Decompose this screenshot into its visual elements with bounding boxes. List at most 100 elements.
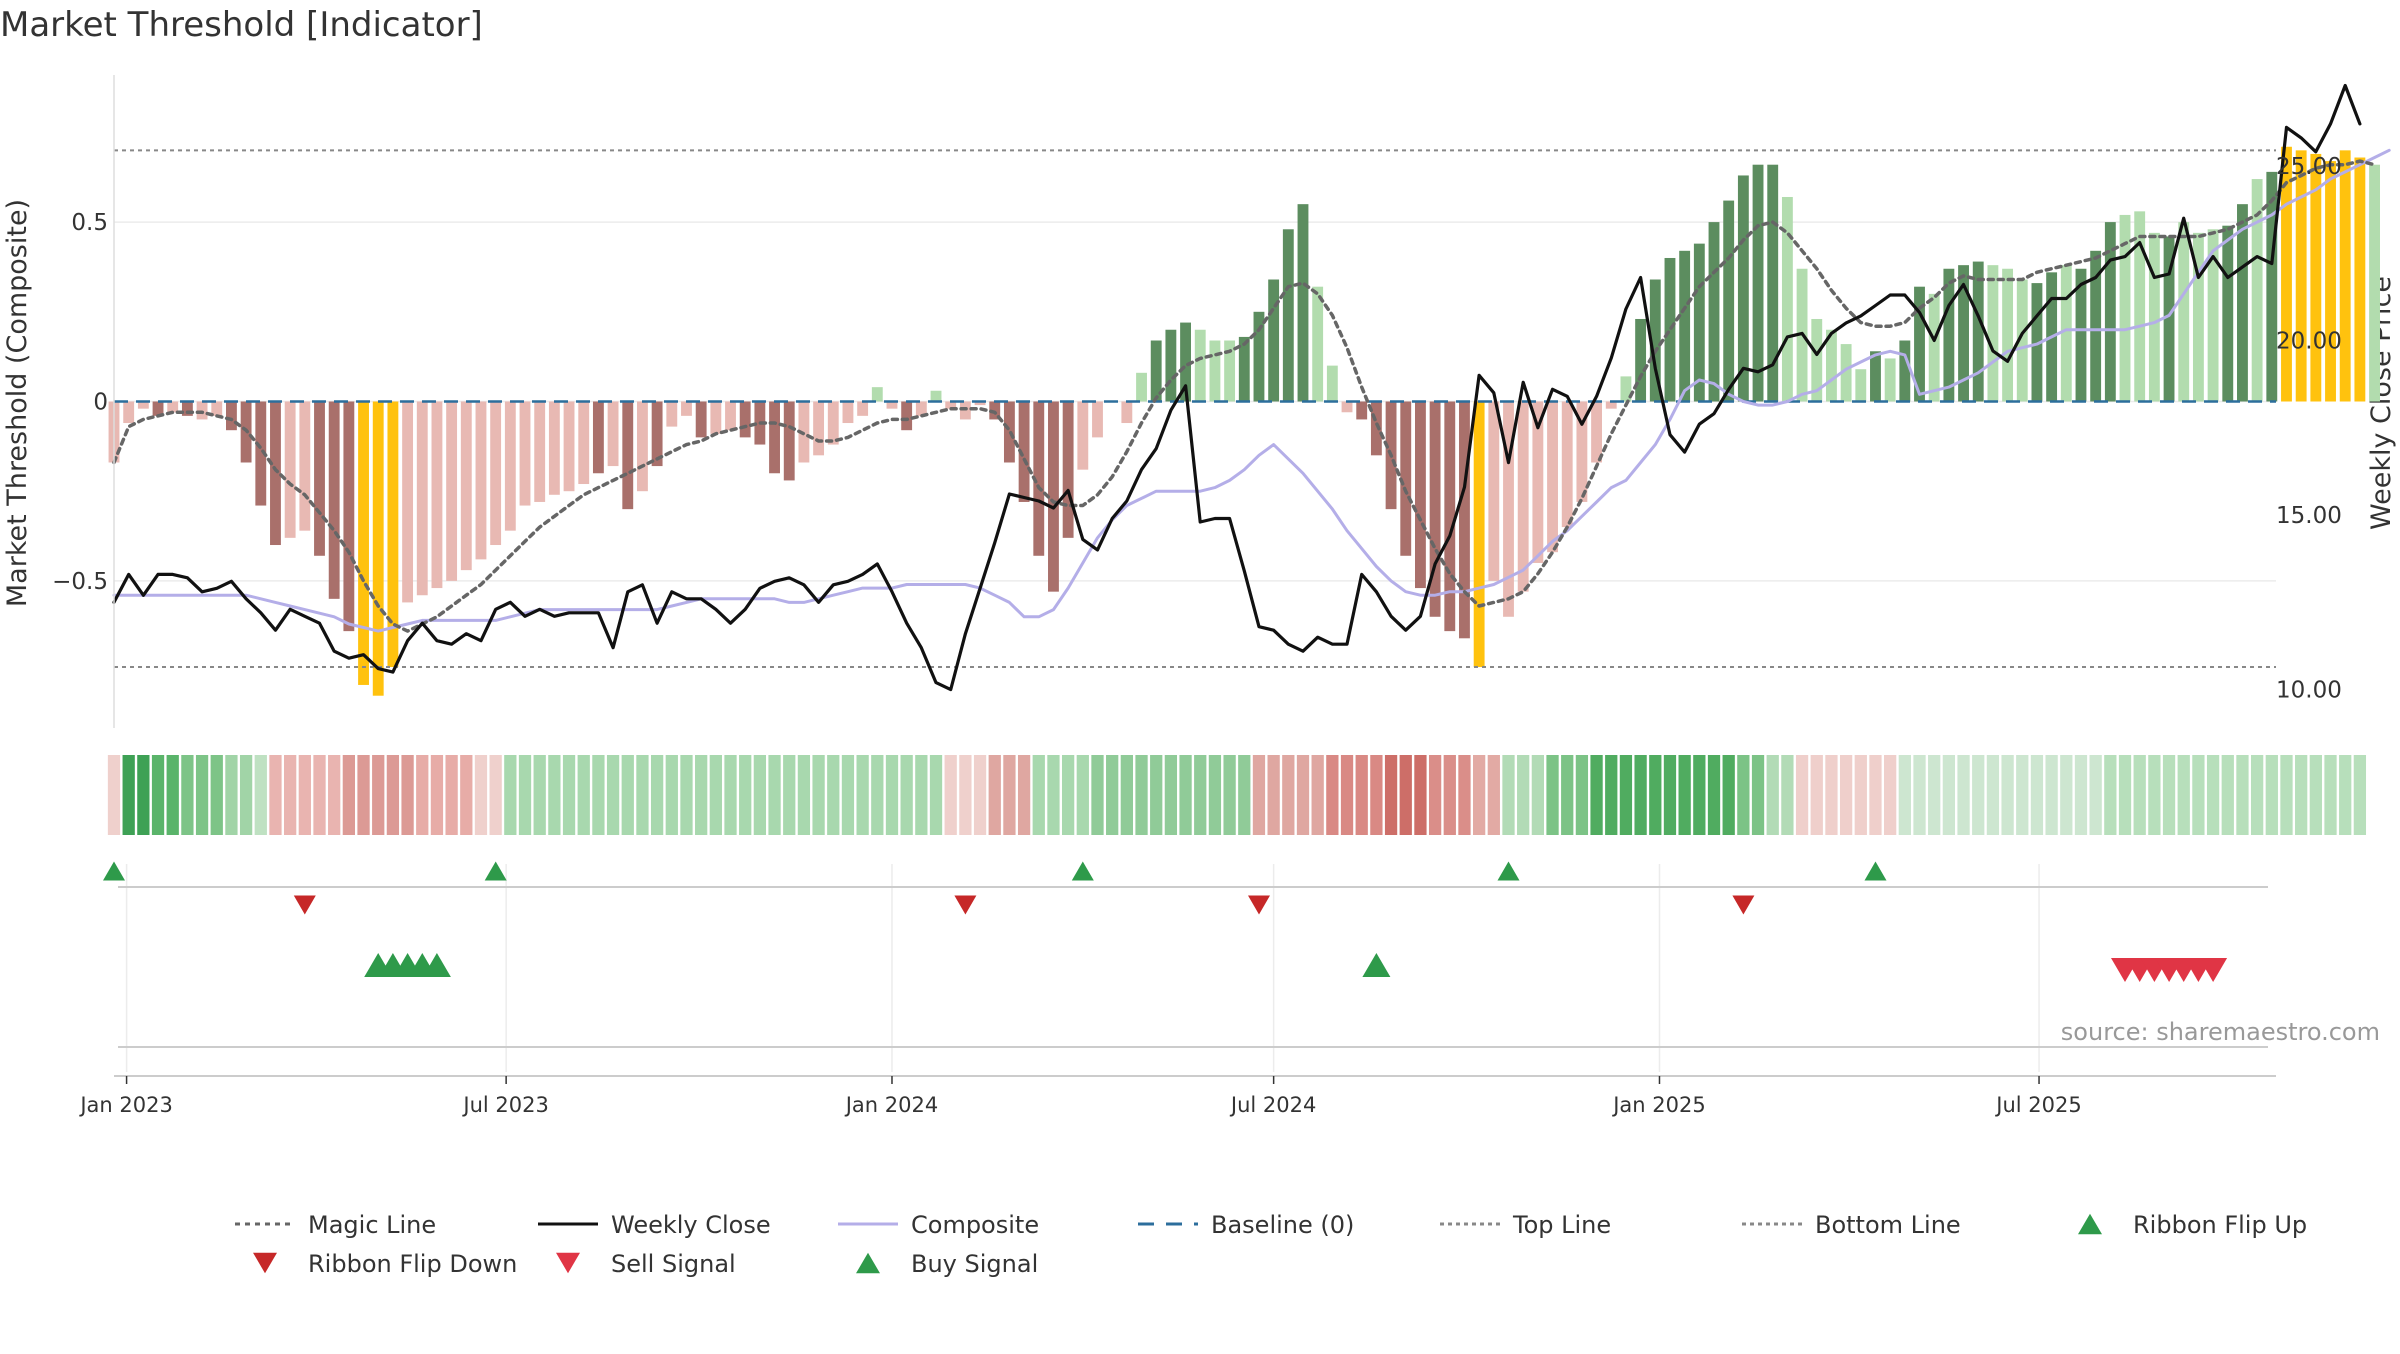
composite-bar [2192, 232, 2204, 402]
ribbon-cell [1942, 755, 1956, 835]
ribbon-cell [2236, 755, 2249, 835]
ribbon-cell [929, 755, 943, 835]
composite-bar [563, 401, 575, 492]
composite-bar [2090, 250, 2102, 402]
ribbon-cell [1164, 755, 1178, 835]
legend-swatch [2078, 1213, 2102, 1235]
composite-bar [2339, 150, 2351, 402]
ribbon-cell [372, 755, 385, 835]
composite-bar [1165, 329, 1177, 402]
composite-bar [1238, 336, 1250, 402]
composite-bar [1459, 401, 1470, 639]
ribbon-cell [797, 755, 811, 835]
ribbon-cell [1649, 755, 1662, 835]
composite-bar [196, 401, 208, 420]
ribbon-cell [2280, 755, 2293, 835]
ribbon-cell [636, 755, 649, 835]
ribbon-cell [107, 755, 121, 835]
ribbon-flip-up-marker [1497, 861, 1520, 881]
ribbon-cell [1722, 755, 1735, 835]
composite-bar [1914, 286, 1925, 402]
composite-bar [2031, 283, 2043, 402]
composite-bar [739, 401, 751, 438]
ribbon-cell [915, 755, 928, 835]
ribbon-cell [1517, 755, 1530, 835]
ribbon-cell [357, 755, 370, 835]
y-tick-label: −0.5 [52, 569, 108, 595]
composite-bar [915, 401, 927, 416]
composite-bar [974, 401, 986, 406]
composite-bar [2148, 232, 2160, 402]
ribbon-cell [841, 755, 855, 835]
ribbon-cell [1150, 755, 1163, 835]
y-tick-label: 0 [93, 390, 108, 416]
ribbon-cell [739, 755, 752, 835]
composite-bar [343, 401, 355, 632]
composite-bar [637, 401, 648, 492]
composite-bar [1826, 329, 1837, 402]
ribbon-cell [137, 755, 150, 835]
ribbon-cell [1928, 755, 1941, 835]
composite-bar [695, 401, 707, 438]
composite-bar [1253, 311, 1265, 402]
ribbon-cell [401, 755, 414, 835]
composite-bar [725, 401, 736, 431]
composite-bar [2310, 153, 2322, 402]
ribbon-cell [2001, 755, 2014, 835]
ribbon-cell [1546, 755, 1559, 835]
composite-bar [2002, 268, 2014, 402]
composite-bar [1136, 372, 1147, 402]
composite-bar [1737, 175, 1749, 402]
ribbon-cell [1032, 755, 1045, 835]
composite-bar [1708, 222, 1720, 402]
ribbon-cell [606, 755, 620, 835]
ribbon-cell [2192, 755, 2205, 835]
ribbon-cell [1414, 755, 1427, 835]
ribbon-cell [151, 755, 165, 835]
ribbon-cell [1693, 755, 1706, 835]
ribbon-cell [1561, 755, 1574, 835]
composite-bar [1693, 243, 1705, 402]
ribbon-cell [1282, 755, 1295, 835]
composite-bar [137, 401, 149, 409]
ribbon-cell [1428, 755, 1442, 835]
composite-bar [1341, 401, 1353, 413]
composite-bar [1752, 164, 1764, 402]
composite-bars-layer [108, 146, 2380, 696]
composite-bar [1591, 401, 1602, 463]
composite-bar [475, 401, 487, 560]
ribbon-cell [504, 755, 517, 835]
ribbon-cell [1972, 755, 1985, 835]
ribbon-cell [1340, 755, 1354, 835]
ribbon-cell [1781, 755, 1794, 835]
composite-bar [1194, 329, 1206, 402]
composite-bar [1928, 293, 1940, 402]
composite-bar [1517, 401, 1529, 592]
ribbon-cell [665, 755, 678, 835]
ribbon-cell [1355, 755, 1368, 835]
ribbon-flip-down-marker [293, 895, 316, 915]
composite-bar [2075, 268, 2087, 402]
composite-bar [226, 401, 237, 431]
ribbon-cell [2148, 755, 2161, 835]
ribbon-cell [1061, 755, 1075, 835]
composite-bar [2295, 150, 2307, 402]
ribbon-cell [650, 755, 664, 835]
composite-line [112, 148, 2391, 633]
ribbon-cell [768, 755, 781, 835]
weekly-close-line [112, 83, 2362, 692]
composite-bar [1781, 196, 1793, 402]
ribbon-cell [988, 755, 1001, 835]
composite-bar [299, 401, 311, 531]
ribbon-cell [181, 755, 194, 835]
ribbon-cell [1047, 755, 1060, 835]
composite-bar [1605, 401, 1617, 409]
magic-line [112, 159, 2377, 633]
composite-bar [2119, 214, 2131, 402]
ribbon-cell [2206, 755, 2220, 835]
signal-markers-layer [103, 861, 2228, 982]
x-tick-label: Jan 2025 [1611, 1093, 1706, 1117]
ribbon-cell [1898, 755, 1911, 835]
composite-bar [402, 401, 414, 603]
